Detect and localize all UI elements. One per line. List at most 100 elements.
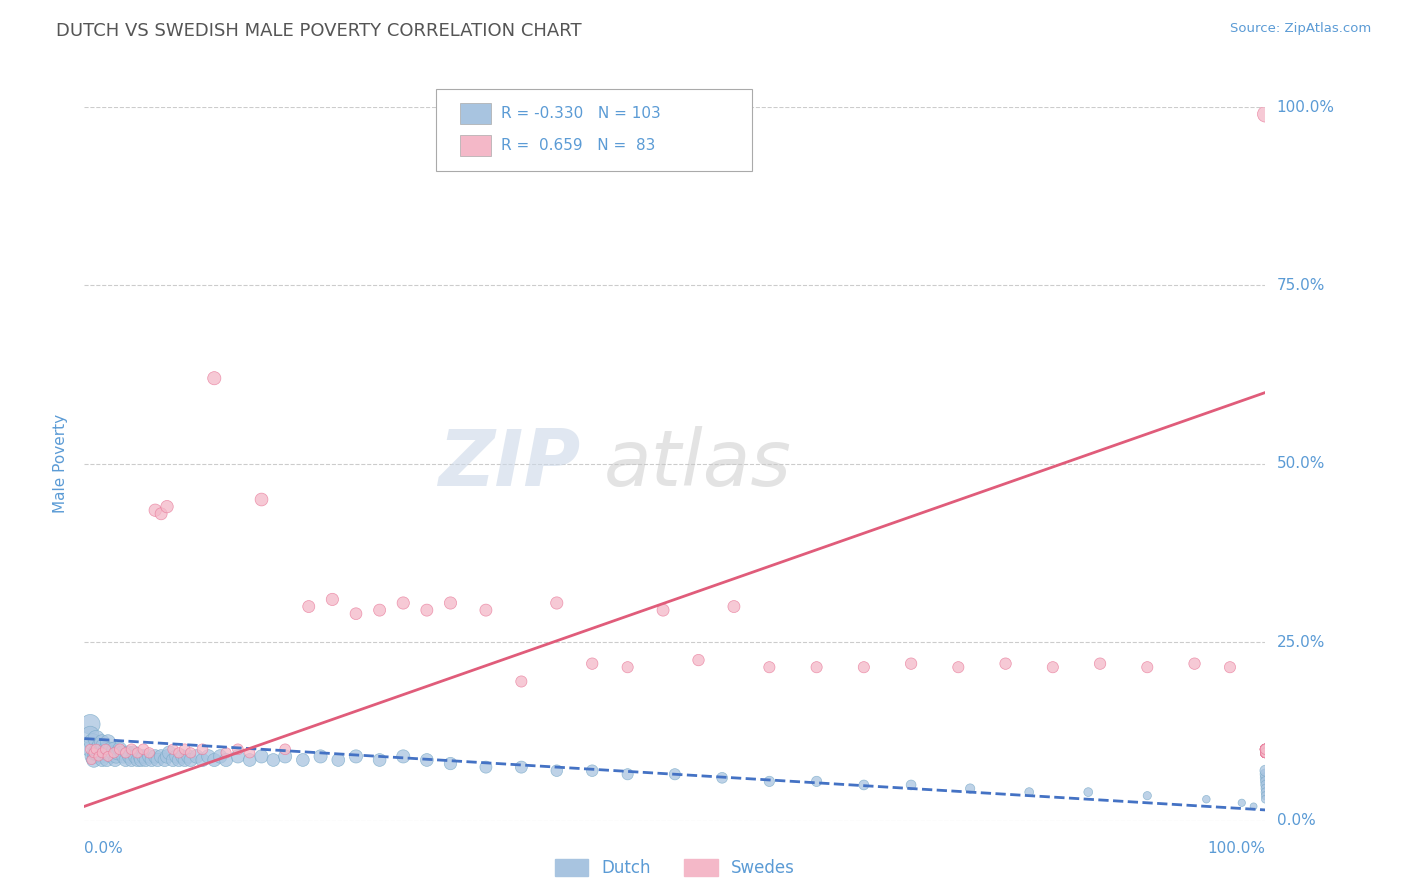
- Point: [291, 753, 314, 767]
- Point: [143, 749, 166, 764]
- Point: [723, 599, 745, 614]
- Point: [127, 746, 149, 760]
- Point: [368, 603, 391, 617]
- Text: 25.0%: 25.0%: [1277, 635, 1324, 649]
- Point: [1254, 778, 1277, 792]
- Point: [104, 753, 127, 767]
- Point: [1219, 660, 1241, 674]
- Point: [156, 500, 179, 514]
- Point: [97, 749, 120, 764]
- Text: DUTCH VS SWEDISH MALE POVERTY CORRELATION CHART: DUTCH VS SWEDISH MALE POVERTY CORRELATIO…: [56, 22, 582, 40]
- Point: [186, 749, 208, 764]
- Point: [262, 753, 284, 767]
- Point: [84, 746, 107, 760]
- Point: [101, 746, 124, 760]
- Point: [806, 774, 828, 789]
- Text: 0.0%: 0.0%: [84, 841, 124, 855]
- Point: [1254, 742, 1277, 756]
- Point: [274, 749, 297, 764]
- Point: [688, 653, 710, 667]
- Point: [93, 746, 115, 760]
- Point: [392, 749, 415, 764]
- Point: [157, 746, 180, 760]
- Point: [1254, 792, 1277, 806]
- Point: [150, 507, 173, 521]
- Point: [180, 753, 202, 767]
- Point: [1254, 742, 1277, 756]
- Point: [100, 749, 122, 764]
- Point: [209, 749, 232, 764]
- Point: [1254, 746, 1277, 760]
- Point: [91, 735, 114, 749]
- Point: [546, 596, 568, 610]
- Point: [129, 753, 152, 767]
- Point: [87, 746, 110, 760]
- Point: [1254, 789, 1277, 803]
- Point: [439, 756, 461, 771]
- Point: [994, 657, 1017, 671]
- Point: [1254, 774, 1277, 789]
- Point: [1088, 657, 1111, 671]
- Point: [1254, 742, 1277, 756]
- Point: [475, 760, 498, 774]
- Point: [94, 742, 117, 756]
- Point: [79, 717, 101, 731]
- Point: [98, 746, 121, 760]
- Point: [114, 746, 136, 760]
- Point: [239, 746, 262, 760]
- Point: [416, 753, 439, 767]
- Point: [1254, 771, 1277, 785]
- Point: [1254, 742, 1277, 756]
- Point: [616, 767, 638, 781]
- Point: [162, 753, 184, 767]
- Point: [1254, 742, 1277, 756]
- Point: [1254, 742, 1277, 756]
- Point: [84, 731, 107, 746]
- Point: [1254, 742, 1277, 756]
- Point: [135, 753, 157, 767]
- Point: [108, 742, 131, 756]
- Point: [344, 607, 367, 621]
- Point: [1254, 746, 1277, 760]
- Point: [581, 657, 603, 671]
- Point: [758, 774, 780, 789]
- Point: [177, 749, 200, 764]
- Point: [1254, 746, 1277, 760]
- Text: R =  0.659   N =  83: R = 0.659 N = 83: [501, 138, 655, 153]
- Point: [122, 746, 145, 760]
- Point: [475, 603, 498, 617]
- Point: [173, 753, 195, 767]
- Point: [416, 603, 439, 617]
- Point: [1254, 107, 1277, 121]
- Point: [138, 746, 160, 760]
- Point: [1136, 789, 1159, 803]
- Point: [1254, 742, 1277, 756]
- Point: [274, 742, 297, 756]
- Point: [82, 749, 104, 764]
- Point: [581, 764, 603, 778]
- Point: [1230, 796, 1253, 810]
- Point: [1254, 764, 1277, 778]
- Point: [250, 749, 273, 764]
- Point: [91, 753, 114, 767]
- Point: [197, 749, 219, 764]
- Point: [344, 749, 367, 764]
- Point: [250, 492, 273, 507]
- Point: [368, 753, 391, 767]
- Point: [1042, 660, 1064, 674]
- Point: [1254, 746, 1277, 760]
- Point: [173, 742, 195, 756]
- Point: [1254, 742, 1277, 756]
- Point: [1254, 742, 1277, 756]
- Point: [328, 753, 350, 767]
- Point: [94, 742, 117, 756]
- Point: [510, 674, 533, 689]
- Point: [215, 753, 238, 767]
- Point: [111, 746, 134, 760]
- Point: [948, 660, 970, 674]
- Point: [852, 660, 875, 674]
- Point: [167, 746, 190, 760]
- Point: [96, 753, 118, 767]
- Point: [321, 592, 343, 607]
- Point: [652, 603, 675, 617]
